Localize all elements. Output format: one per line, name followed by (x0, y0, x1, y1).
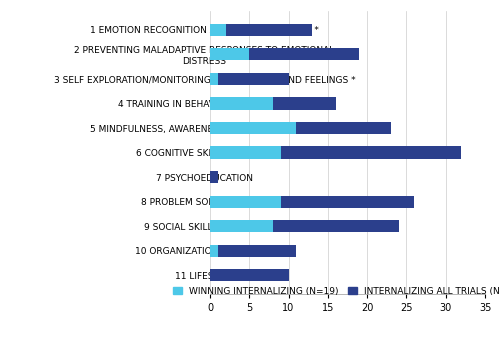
Bar (210, 146, 280, 159)
Bar (210, 24, 226, 36)
Bar (210, 73, 288, 85)
Bar (210, 122, 296, 134)
Bar (210, 146, 462, 159)
Bar (210, 122, 390, 134)
Bar (210, 220, 273, 232)
Bar (210, 73, 218, 85)
Bar (210, 244, 296, 257)
Bar (210, 97, 273, 109)
Legend: WINNING INTERNALIZING (N=19), INTERNALIZING ALL TRIALS (N=38): WINNING INTERNALIZING (N=19), INTERNALIZ… (173, 286, 500, 295)
Bar (210, 196, 280, 208)
Bar (210, 196, 414, 208)
Bar (210, 244, 218, 257)
Bar (210, 24, 312, 36)
Bar (210, 220, 398, 232)
Bar (210, 269, 288, 281)
Bar (210, 48, 360, 61)
Bar (210, 97, 336, 109)
Bar (210, 48, 250, 61)
Bar (210, 171, 218, 183)
